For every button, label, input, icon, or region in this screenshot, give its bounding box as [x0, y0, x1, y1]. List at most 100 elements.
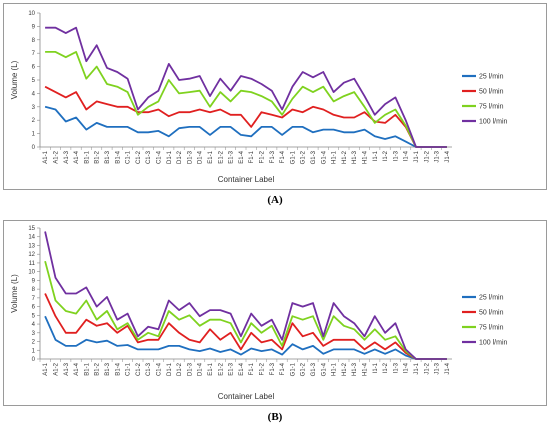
x-tick-label: H1-4	[362, 150, 368, 164]
x-tick-label: F1-2	[259, 362, 265, 375]
x-tick-label: C1-1	[126, 150, 132, 164]
x-tick-label: E1-3	[229, 150, 235, 163]
caption-b: (B)	[267, 411, 283, 423]
x-tick-label: E1-2	[218, 150, 224, 163]
x-tick-label: C1-4	[156, 362, 162, 376]
x-tick-label: C1-1	[126, 362, 132, 376]
y-tick-label: 1	[32, 348, 36, 354]
x-tick-label: I1-2	[383, 150, 389, 161]
y-tick-label: 0	[32, 145, 36, 151]
x-tick-label: J1-3	[435, 362, 441, 374]
x-tick-label: J1-3	[435, 150, 441, 162]
legend-label: 100 l/min	[479, 340, 508, 347]
x-tick-label: D1-4	[198, 150, 204, 164]
y-tick-label: 4	[32, 322, 36, 328]
x-tick-label: A1-4	[74, 362, 80, 375]
x-tick-label: I1-4	[404, 362, 410, 373]
x-tick-label: J1-4	[445, 150, 451, 162]
x-tick-label: D1-3	[187, 362, 193, 376]
y-tick-label: 3	[32, 105, 36, 111]
legend-label: 50 l/min	[479, 310, 504, 317]
y-tick-label: 13	[28, 243, 35, 249]
series-line-100-l-min	[44, 231, 447, 360]
line-chart-a: 0 1 2 3 4 5 6 7 8 9 10 A1-1 A1-2 A1-3 A1-4 B1-1 B1-2 B1-3…	[10, 11, 508, 184]
x-tick-label: A1-2	[53, 150, 59, 163]
y-tick-label: 3	[32, 331, 36, 337]
x-tick-label: J1-1	[414, 150, 420, 162]
x-tick-label: C1-3	[146, 362, 152, 376]
series-line-75-l-min	[44, 260, 447, 360]
x-tick-label: E1-4	[239, 150, 245, 163]
legend-label: 100 l/min	[479, 119, 508, 126]
x-tick-label: H1-2	[342, 362, 348, 376]
y-axis-title-a: Volume (L)	[10, 60, 19, 99]
x-tick-label: B1-2	[95, 150, 101, 163]
y-tick-label: 15	[28, 226, 35, 232]
legend-label: 75 l/min	[479, 104, 504, 111]
x-tick-label: I1-3	[393, 362, 399, 373]
y-tick-label: 1	[32, 132, 36, 138]
y-tick-label: 8	[32, 287, 36, 293]
x-tick-label: I1-2	[383, 362, 389, 373]
x-tick-label: G1-1	[290, 362, 296, 376]
x-tick-label: F1-1	[249, 150, 255, 163]
x-tick-label: A1-2	[53, 362, 59, 375]
x-tick-label: I1-3	[393, 150, 399, 161]
y-tick-label: 6	[32, 65, 36, 71]
x-tick-label: F1-4	[280, 150, 286, 163]
x-tick-label: G1-4	[321, 150, 327, 164]
x-tick-label: H1-1	[332, 150, 338, 164]
x-tick-label: I1-1	[373, 362, 379, 373]
y-tick-label: 9	[32, 278, 36, 284]
x-axis-title-a: Container Label	[218, 175, 275, 184]
y-tick-label: 4	[32, 91, 36, 97]
x-tick-label: A1-4	[74, 150, 80, 163]
x-tick-label: C1-4	[156, 150, 162, 164]
y-tick-label: 14	[28, 235, 35, 241]
x-tick-label: C1-3	[146, 150, 152, 164]
x-tick-label: F1-3	[270, 150, 276, 163]
x-tick-label: D1-4	[198, 362, 204, 376]
y-tick-label: 0	[32, 357, 36, 363]
y-tick-label: 5	[32, 313, 36, 319]
x-tick-label: E1-2	[218, 362, 224, 375]
x-tick-label: A1-3	[64, 362, 70, 375]
x-tick-label: G1-3	[311, 362, 317, 376]
x-tick-label: B1-4	[115, 150, 121, 163]
x-tick-label: F1-4	[280, 362, 286, 375]
x-tick-label: B1-3	[105, 362, 111, 375]
legend-label: 75 l/min	[479, 325, 504, 332]
x-axis-title-b: Container Label	[218, 392, 275, 401]
series-line-50-l-min	[44, 85, 447, 148]
x-tick-label: H1-3	[352, 362, 358, 376]
x-tick-label: D1-2	[177, 150, 183, 164]
y-tick-label: 2	[32, 340, 36, 346]
legend-label: 25 l/min	[479, 295, 504, 302]
series-line-75-l-min	[45, 51, 447, 148]
x-tick-label: D1-1	[167, 362, 173, 376]
legend-label: 25 l/min	[479, 74, 504, 81]
x-tick-label: E1-3	[229, 362, 235, 375]
x-tick-label: G1-2	[301, 362, 307, 376]
y-tick-label: 11	[29, 261, 36, 267]
y-tick-label: 12	[28, 252, 35, 258]
x-tick-label: B1-4	[115, 362, 121, 375]
x-tick-label: G1-3	[311, 150, 317, 164]
x-tick-label: H1-3	[352, 150, 358, 164]
x-tick-label: E1-1	[208, 362, 214, 375]
x-tick-label: D1-1	[167, 150, 173, 164]
x-tick-label: B1-1	[84, 362, 90, 375]
chart-panel-b: 0 1 2 3 4 5 6 7 8 9 10 11 12 13 14 15 A1-1 A1-2 A1-3 A1-4 B1…	[3, 220, 547, 406]
y-tick-label: 10	[28, 11, 35, 17]
x-tick-label: A1-1	[43, 362, 49, 375]
x-tick-label: H1-4	[362, 362, 368, 376]
x-tick-label: I1-4	[404, 150, 410, 161]
y-tick-label: 5	[32, 78, 36, 84]
y-axis-title-b: Volume (L)	[10, 274, 19, 313]
x-tick-label: B1-2	[95, 362, 101, 375]
x-tick-label: F1-2	[259, 150, 265, 163]
x-tick-label: B1-3	[105, 150, 111, 163]
x-tick-label: H1-1	[332, 362, 338, 376]
legend-label: 50 l/min	[479, 89, 504, 96]
